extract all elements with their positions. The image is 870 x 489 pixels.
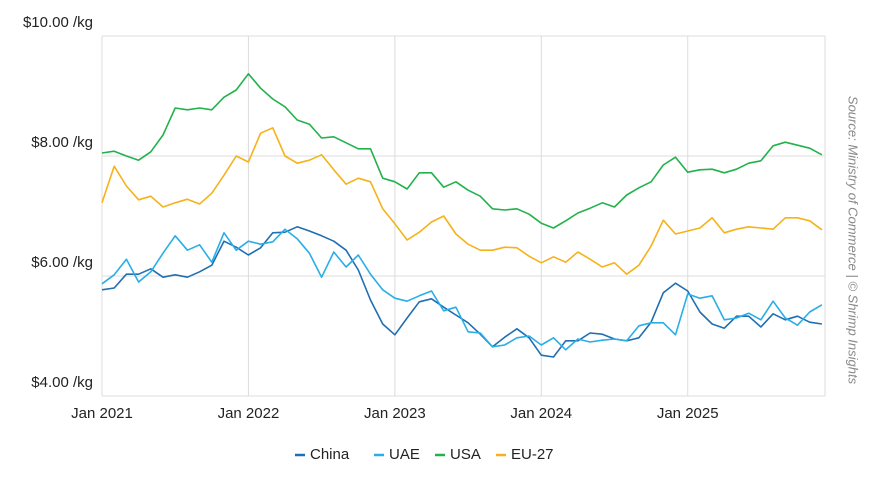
source-note: Source: Ministry of Commerce | © Shrimp … [846, 96, 861, 385]
legend-label: EU-27 [511, 446, 554, 463]
x-tick-label: Jan 2021 [71, 405, 133, 422]
y-tick-label: $10.00 /kg [23, 14, 93, 31]
series-line [101, 127, 823, 275]
y-tick-label: $6.00 /kg [31, 254, 93, 271]
series-line [101, 226, 823, 358]
x-tick-label: Jan 2022 [218, 405, 280, 422]
x-tick-label: Jan 2023 [364, 405, 426, 422]
y-tick-label: $8.00 /kg [31, 134, 93, 151]
legend-label: UAE [389, 446, 420, 463]
series-line [101, 73, 823, 229]
y-tick-label: $4.00 /kg [31, 374, 93, 391]
x-tick-label: Jan 2025 [657, 405, 719, 422]
legend-label: USA [450, 446, 481, 463]
legend-label: China [310, 446, 350, 463]
x-tick-label: Jan 2024 [510, 405, 572, 422]
series-line [101, 228, 823, 351]
